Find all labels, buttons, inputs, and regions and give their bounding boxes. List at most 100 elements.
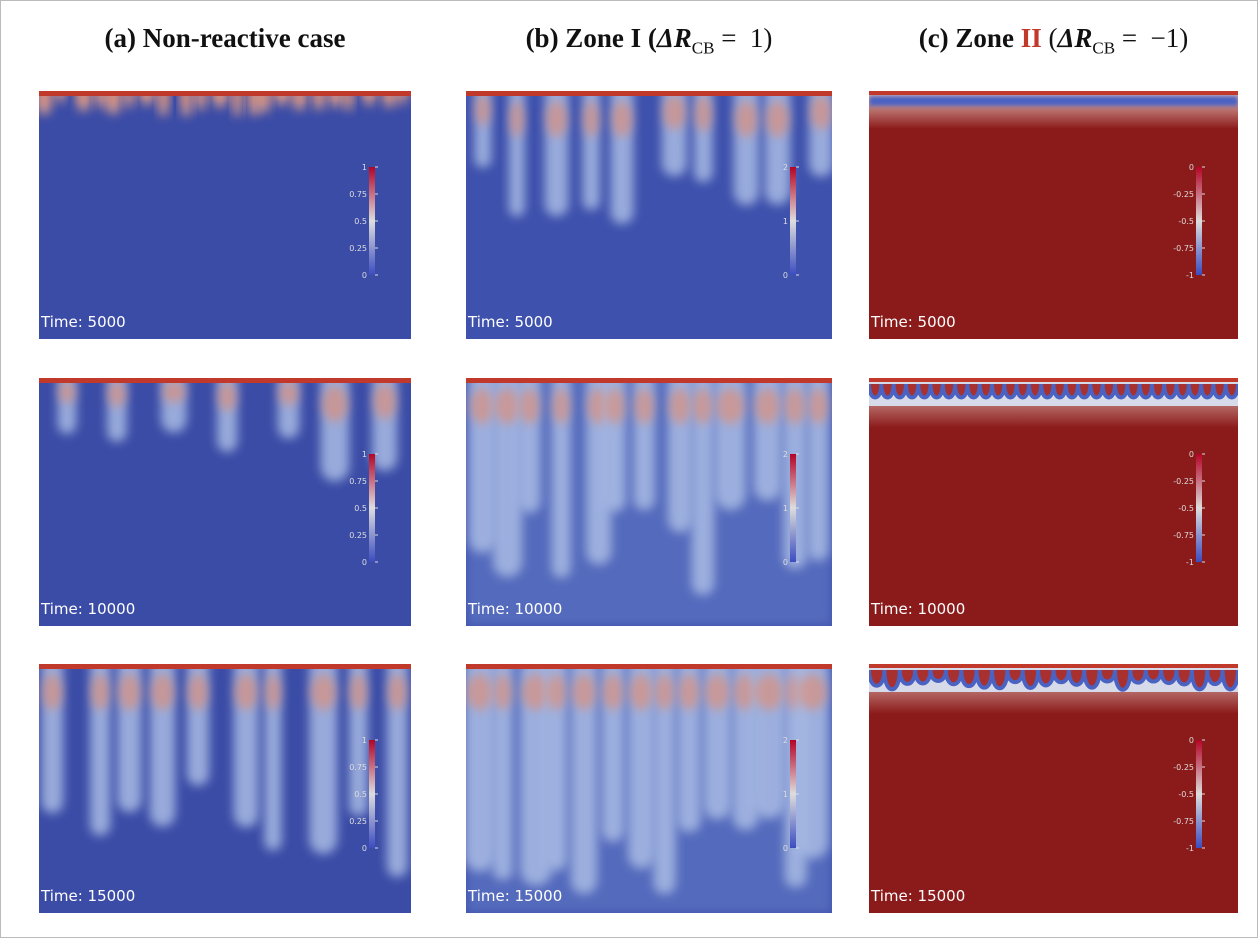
colorbar-tick-label: -0.5 bbox=[1178, 217, 1194, 226]
finger-head bbox=[655, 674, 675, 710]
colorbar bbox=[369, 454, 375, 562]
colorbar-tick-label: 0 bbox=[362, 558, 367, 567]
finger-head bbox=[265, 674, 281, 710]
colorbar-tick-label: 0 bbox=[1189, 163, 1194, 172]
colorbar-tick-label: 1 bbox=[362, 163, 367, 172]
time-label: Time: 10000 bbox=[467, 600, 562, 618]
simulation-panel bbox=[869, 378, 1238, 626]
time-label: Time: 15000 bbox=[467, 887, 562, 905]
colorbar-tick-label: 0 bbox=[362, 844, 367, 853]
colorbar-tick-label: 0 bbox=[783, 558, 788, 567]
finger-head bbox=[572, 674, 596, 710]
colorbar bbox=[790, 740, 796, 848]
background bbox=[39, 91, 411, 339]
colorbar-tick-label: 0.75 bbox=[349, 190, 367, 199]
colorbar bbox=[790, 167, 796, 275]
finger-head bbox=[810, 95, 831, 129]
title-part: CB bbox=[692, 38, 715, 57]
colorbar-tick-label: 0.25 bbox=[349, 244, 367, 253]
top-band bbox=[869, 91, 1238, 95]
colorbar-tick-label: -0.75 bbox=[1173, 817, 1194, 826]
title-part: ΔR bbox=[1057, 23, 1092, 53]
finger-head bbox=[162, 381, 185, 403]
colorbar-tick-label: -1 bbox=[1186, 271, 1194, 280]
title-part: = −1) bbox=[1115, 23, 1188, 53]
simulation-panel bbox=[465, 654, 832, 913]
top-band bbox=[466, 378, 832, 383]
colorbar-tick-label: -0.25 bbox=[1173, 763, 1194, 772]
top-band bbox=[869, 664, 1238, 668]
finger-head bbox=[466, 674, 494, 710]
title-part: = 1) bbox=[714, 23, 772, 53]
colorbar-tick-label: 0 bbox=[783, 271, 788, 280]
colorbar bbox=[369, 740, 375, 848]
finger-head bbox=[350, 674, 367, 710]
finger-head bbox=[755, 388, 780, 424]
simulation-panel bbox=[37, 81, 411, 339]
finger-head bbox=[510, 101, 524, 137]
top-band bbox=[466, 91, 832, 96]
simulation-panel bbox=[39, 368, 411, 626]
colorbar-tick-label: -1 bbox=[1186, 844, 1194, 853]
time-label: Time: 15000 bbox=[870, 887, 965, 905]
colorbar bbox=[1196, 167, 1202, 275]
title-part: CB bbox=[1092, 38, 1115, 57]
colorbar-tick-label: 2 bbox=[783, 736, 788, 745]
colorbar-tick-label: 2 bbox=[783, 163, 788, 172]
colorbar-tick-label: 2 bbox=[783, 450, 788, 459]
finger bbox=[583, 81, 600, 210]
finger-head bbox=[809, 388, 828, 424]
blue-band bbox=[869, 96, 1238, 106]
colorbar bbox=[790, 454, 796, 562]
finger-head bbox=[766, 101, 789, 137]
finger-head bbox=[279, 381, 298, 405]
finger-head bbox=[108, 381, 126, 406]
colorbar bbox=[369, 167, 375, 275]
finger-head bbox=[322, 386, 348, 422]
colorbar-tick-label: 0.5 bbox=[354, 504, 367, 513]
finger-head bbox=[669, 388, 691, 424]
colorbar-tick-label: 0.5 bbox=[354, 790, 367, 799]
finger-head bbox=[388, 674, 407, 710]
finger-head bbox=[373, 383, 396, 419]
finger-head bbox=[735, 101, 758, 137]
finger bbox=[187, 654, 209, 786]
column-title: (a) Non-reactive case bbox=[19, 23, 431, 54]
time-label: Time: 5000 bbox=[870, 313, 956, 331]
time-label: Time: 15000 bbox=[40, 887, 135, 905]
title-part: ( bbox=[1042, 23, 1058, 53]
title-part: (b) Zone I ( bbox=[526, 23, 657, 53]
panels: Time: 500000.250.50.751Time: 1000000.250… bbox=[1, 1, 1257, 937]
colorbar-tick-label: 1 bbox=[783, 504, 788, 513]
finger-head bbox=[91, 674, 109, 710]
time-label: Time: 10000 bbox=[870, 600, 965, 618]
simulation-panel bbox=[466, 81, 833, 339]
finger-head bbox=[59, 381, 76, 403]
finger-head bbox=[784, 388, 805, 424]
finger-head bbox=[603, 674, 624, 710]
finger-head bbox=[754, 674, 784, 710]
colorbar-tick-label: 1 bbox=[362, 450, 367, 459]
finger-head bbox=[519, 388, 539, 424]
finger-head bbox=[494, 388, 520, 424]
finger-head bbox=[151, 674, 174, 710]
finger-head bbox=[798, 674, 827, 710]
finger-head bbox=[547, 674, 567, 710]
time-label: Time: 5000 bbox=[40, 313, 126, 331]
finger bbox=[734, 81, 759, 205]
finger bbox=[321, 368, 350, 481]
finger-head bbox=[475, 95, 490, 126]
title-part: II bbox=[1021, 23, 1042, 53]
colorbar-tick-label: 0.75 bbox=[349, 763, 367, 772]
title-part: ΔR bbox=[657, 23, 692, 53]
time-label: Time: 10000 bbox=[40, 600, 135, 618]
colorbar-tick-label: 0.75 bbox=[349, 477, 367, 486]
colorbar-tick-label: 0.5 bbox=[354, 217, 367, 226]
title-part: (a) Non-reactive case bbox=[105, 23, 346, 53]
colorbar-tick-label: 0 bbox=[783, 844, 788, 853]
colorbar bbox=[1196, 740, 1202, 848]
colorbar-tick-label: 1 bbox=[783, 790, 788, 799]
colorbar-tick-label: 0 bbox=[1189, 450, 1194, 459]
finger-head bbox=[605, 388, 625, 424]
colorbar-tick-label: -0.5 bbox=[1178, 790, 1194, 799]
